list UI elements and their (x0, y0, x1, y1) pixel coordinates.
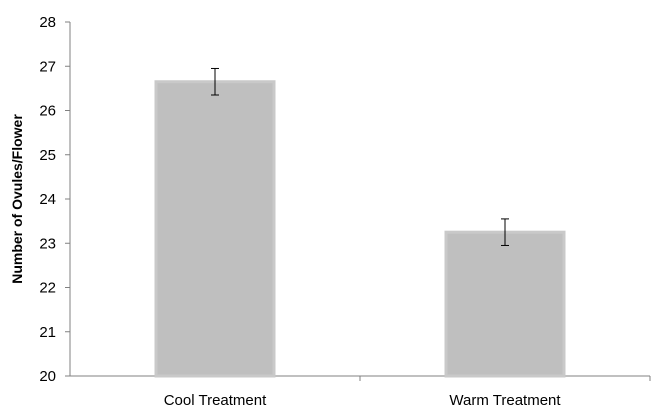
bars (154, 80, 566, 378)
error-bars (211, 67, 509, 246)
bar-warm-treatment (444, 230, 566, 378)
x-ticks: Cool Treatment Warm Treatment (164, 376, 651, 407)
y-tick-label: 26 (39, 103, 56, 120)
y-ticks: 20 21 22 23 24 25 26 27 28 (39, 14, 70, 385)
y-tick-label: 23 (39, 235, 56, 252)
y-axis-title: Number of Ovules/Flower (9, 114, 25, 284)
y-tick-label: 28 (39, 14, 56, 31)
x-category-label: Cool Treatment (164, 392, 267, 407)
y-tick-label: 20 (39, 368, 56, 385)
y-tick-label: 21 (39, 324, 56, 341)
bar-cool-treatment (154, 80, 276, 378)
y-tick-label: 22 (39, 280, 56, 297)
y-tick-label: 25 (39, 147, 56, 164)
y-tick-label: 27 (39, 58, 56, 75)
y-tick-label: 24 (39, 191, 56, 208)
x-category-label: Warm Treatment (449, 392, 561, 407)
